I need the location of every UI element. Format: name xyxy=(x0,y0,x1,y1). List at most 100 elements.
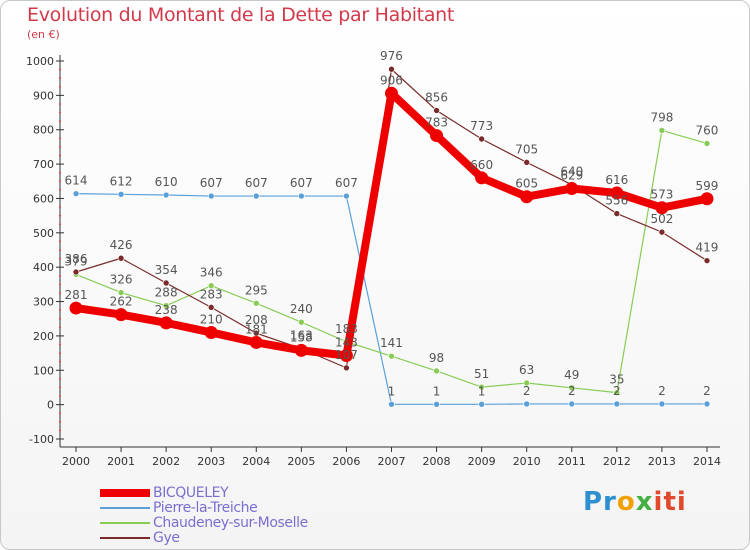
data-point-bicqueley xyxy=(565,181,579,195)
proxiti-logo: Proxiti xyxy=(583,487,687,517)
data-label-gye: 208 xyxy=(245,313,268,327)
y-axis-minor-dot xyxy=(59,240,61,243)
y-tick-label: 900 xyxy=(33,89,54,102)
y-axis-minor-dot xyxy=(59,102,61,105)
data-point-pierre-la-treiche xyxy=(72,190,80,197)
data-point-bicqueley xyxy=(339,348,353,362)
data-label-pierre-la-treiche: 2 xyxy=(658,384,666,398)
chart-title: Evolution du Montant de la Dette par Hab… xyxy=(27,4,455,26)
x-tick-label: 2008 xyxy=(423,455,451,468)
data-point-bicqueley xyxy=(249,335,263,349)
data-label-chaudeney-sur-moselle: 326 xyxy=(110,273,133,287)
data-label-bicqueley: 158 xyxy=(290,330,313,344)
x-tick-label: 2003 xyxy=(197,455,225,468)
data-point-gye xyxy=(613,210,621,217)
data-label-chaudeney-sur-moselle: 379 xyxy=(65,254,88,268)
data-label-gye: 856 xyxy=(425,90,448,104)
x-tick-label: 2012 xyxy=(603,455,631,468)
y-tick-label: 300 xyxy=(33,296,54,309)
data-label-gye: 283 xyxy=(200,287,223,301)
data-label-bicqueley: 783 xyxy=(425,116,448,130)
y-axis-minor-dot xyxy=(59,111,61,114)
data-point-gye xyxy=(523,159,531,166)
y-tick-label: 1000 xyxy=(26,55,54,68)
data-label-chaudeney-sur-moselle: 760 xyxy=(696,123,719,137)
y-axis-minor-dot xyxy=(59,274,61,277)
data-label-pierre-la-treiche: 607 xyxy=(335,176,358,190)
data-label-chaudeney-sur-moselle: 63 xyxy=(519,363,534,377)
x-tick-label: 2011 xyxy=(558,455,586,468)
data-label-pierre-la-treiche: 2 xyxy=(523,384,531,398)
data-point-pierre-la-treiche xyxy=(523,400,531,408)
data-label-bicqueley: 143 xyxy=(335,335,358,349)
data-point-chaudeney-sur-moselle xyxy=(568,384,576,392)
y-axis-minor-dot xyxy=(59,291,61,294)
data-point-bicqueley xyxy=(520,190,534,204)
data-label-gye: 773 xyxy=(470,119,493,133)
data-label-chaudeney-sur-moselle: 51 xyxy=(474,367,489,381)
data-point-chaudeney-sur-moselle xyxy=(117,289,125,296)
data-point-bicqueley xyxy=(700,192,714,206)
data-point-pierre-la-treiche xyxy=(207,192,215,200)
data-label-pierre-la-treiche: 607 xyxy=(290,176,313,190)
y-axis-minor-dot xyxy=(59,214,61,217)
data-label-gye: 705 xyxy=(515,142,538,156)
data-label-pierre-la-treiche: 607 xyxy=(245,176,268,190)
data-label-gye: 163 xyxy=(290,329,313,343)
x-tick-label: 2009 xyxy=(468,455,496,468)
data-label-bicqueley: 599 xyxy=(696,179,719,193)
data-point-pierre-la-treiche xyxy=(298,192,305,200)
data-point-bicqueley xyxy=(384,86,398,100)
data-label-bicqueley: 605 xyxy=(515,177,538,191)
y-axis-minor-dot xyxy=(59,377,61,380)
y-tick-label: 0 xyxy=(47,399,54,412)
data-label-pierre-la-treiche: 610 xyxy=(155,175,178,189)
data-label-bicqueley: 281 xyxy=(65,288,88,302)
x-tick-label: 2000 xyxy=(62,455,90,468)
data-point-chaudeney-sur-moselle xyxy=(298,318,305,326)
y-axis-minor-dot xyxy=(59,395,61,398)
data-label-gye: 426 xyxy=(110,238,133,252)
x-tick-label: 2004 xyxy=(242,455,270,468)
data-point-bicqueley xyxy=(69,301,83,315)
y-axis-minor-dot xyxy=(59,420,61,423)
x-tick-label: 2010 xyxy=(513,455,541,468)
y-axis-minor-dot xyxy=(59,429,61,432)
x-tick-label: 2001 xyxy=(107,455,135,468)
legend-swatch-chaudeney xyxy=(100,522,150,524)
y-axis-minor-dot xyxy=(59,257,61,260)
y-axis-minor-dot xyxy=(59,352,61,355)
data-point-gye xyxy=(207,304,215,311)
data-label-gye: 976 xyxy=(380,49,403,63)
y-axis-minor-dot xyxy=(59,120,61,123)
data-point-chaudeney-sur-moselle xyxy=(388,352,395,360)
data-point-gye xyxy=(658,228,666,236)
data-label-bicqueley: 660 xyxy=(470,158,493,172)
data-label-pierre-la-treiche: 612 xyxy=(110,174,133,188)
data-point-bicqueley xyxy=(159,316,173,330)
data-label-chaudeney-sur-moselle: 346 xyxy=(200,266,223,280)
data-label-bicqueley: 616 xyxy=(605,173,628,187)
data-point-bicqueley xyxy=(294,343,308,357)
x-tick-label: 2002 xyxy=(152,455,180,468)
y-axis-minor-dot xyxy=(59,85,61,88)
x-tick-label: 2013 xyxy=(648,455,676,468)
y-axis-minor-dot xyxy=(59,249,61,251)
data-point-chaudeney-sur-moselle xyxy=(703,140,711,147)
y-tick-label: -100 xyxy=(29,433,54,446)
data-label-gye: 107 xyxy=(335,348,358,362)
data-point-chaudeney-sur-moselle xyxy=(252,299,260,307)
data-point-pierre-la-treiche xyxy=(703,400,711,408)
logo-part-1: Pr xyxy=(583,487,617,517)
data-label-bicqueley: 906 xyxy=(380,73,403,87)
data-point-chaudeney-sur-moselle xyxy=(433,367,440,375)
data-point-pierre-la-treiche xyxy=(388,400,395,408)
y-axis-minor-dot xyxy=(59,180,61,183)
logo-part-2: o xyxy=(616,487,636,517)
y-axis-minor-dot xyxy=(59,145,61,148)
chart-unit: (en €) xyxy=(27,28,60,41)
y-tick-label: 700 xyxy=(33,158,54,171)
data-point-pierre-la-treiche xyxy=(658,400,666,408)
data-label-pierre-la-treiche: 2 xyxy=(613,384,621,398)
y-tick-label: 100 xyxy=(33,364,54,377)
